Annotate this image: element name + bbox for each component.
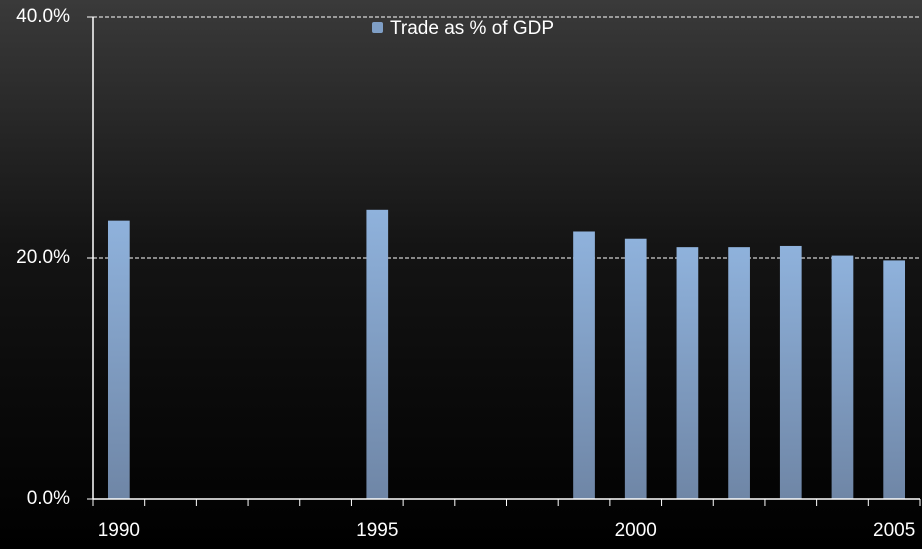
y-tick-label: 0.0% — [27, 488, 70, 509]
y-tick-label: 20.0% — [16, 247, 70, 268]
bar — [831, 255, 854, 499]
bar — [728, 247, 750, 499]
bar — [883, 260, 906, 499]
bar — [779, 245, 802, 499]
x-tick-label: 1995 — [356, 520, 398, 541]
x-tick-label: 2000 — [615, 520, 657, 541]
bar — [624, 238, 647, 499]
legend-label: Trade as % of GDP — [390, 18, 554, 39]
bar — [573, 231, 595, 500]
x-tick-label: 2005 — [873, 520, 915, 541]
bar — [676, 247, 699, 499]
bar — [107, 220, 130, 499]
bar — [366, 209, 389, 500]
legend-swatch — [372, 22, 383, 33]
y-tick-label: 40.0% — [16, 6, 70, 27]
x-tick-label: 1990 — [98, 520, 140, 541]
